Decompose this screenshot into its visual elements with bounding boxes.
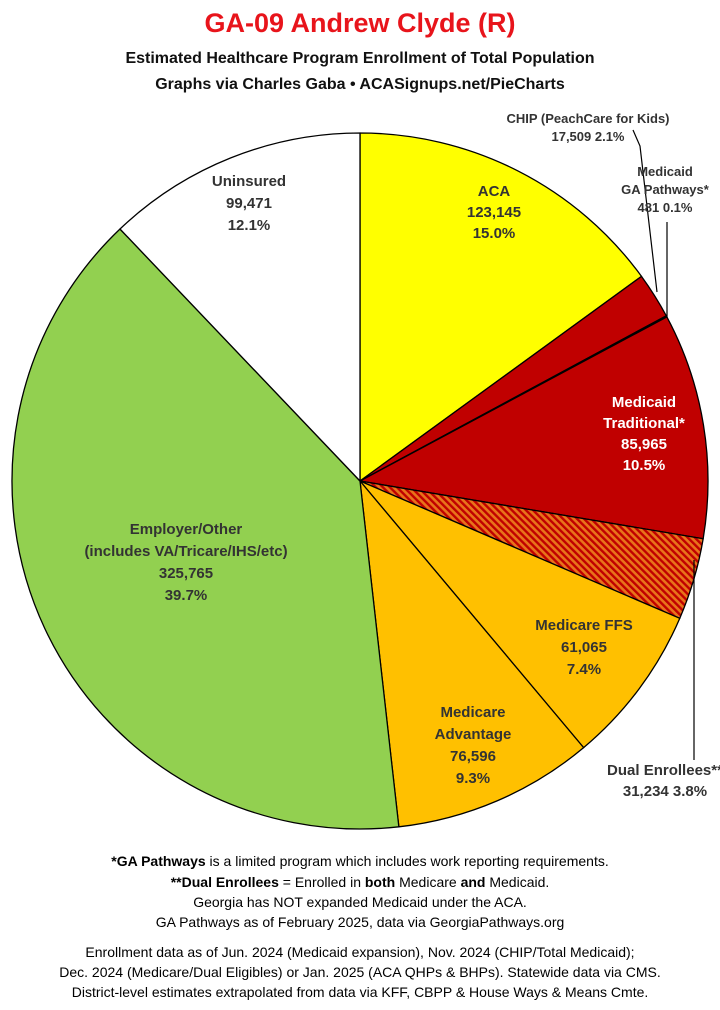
footnote-data-sources: Dec. 2024 (Medicare/Dual Eligibles) or J… [59, 964, 661, 980]
footnote-pathways-source: GA Pathways as of February 2025, data vi… [155, 914, 565, 930]
chart-subtitle: Estimated Healthcare Program Enrollment … [125, 50, 595, 67]
slice-label-medicare-advantage: Medicare Advantage 76,596 9.3% [435, 704, 512, 787]
pie-slice-medicaid-traditional [359, 316, 709, 540]
pie-slice-aca [359, 132, 643, 482]
slice-label-chip-peachcare-for-kids: CHIP (PeachCare for Kids) 17,509 2.1% [506, 111, 669, 144]
footnote-dual: **Dual Enrollees = Enrolled in both Medi… [170, 874, 550, 890]
pie-slice-medicare-ffs [359, 480, 681, 749]
slice-label-medicare-ffs: Medicare FFS 61,065 7.4% [535, 617, 633, 678]
pie-slice-uninsured [119, 132, 361, 482]
footnote-expansion: Georgia has NOT expanded Medicaid under … [193, 894, 527, 910]
chart-title: GA-09 Andrew Clyde (R) [204, 8, 516, 38]
footnote-methodology: District-level estimates extrapolated fr… [71, 984, 649, 1000]
slice-label-employer-other-includes-va-tricare-ihs-etc: Employer/Other (includes VA/Tricare/IHS/e… [84, 521, 287, 604]
footnote-data-dates: Enrollment data as of Jun. 2024 (Medicai… [85, 944, 635, 960]
slice-label-aca: ACA 123,145 15.0% [467, 183, 521, 242]
footnote-pathways: *GA Pathways is a limited program which … [111, 853, 609, 869]
slice-label-uninsured: Uninsured 99,471 12.1% [212, 173, 286, 234]
pie-slice-medicare-advantage [359, 480, 585, 828]
pie-slice-employer-other-includes-va-tricare-ihs-etc [11, 228, 400, 830]
leader-line-chip-peachcare-for-kids [632, 129, 658, 293]
slice-label-dual-enrollees: Dual Enrollees** 31,234 3.8% [607, 762, 720, 800]
slice-label-medicaid-ga-pathways: Medicaid GA Pathways* 481 0.1% [621, 164, 710, 215]
chart-credit: Graphs via Charles Gaba • ACASignups.net… [155, 76, 565, 93]
slice-label-medicaid-traditional: Medicaid Traditional* 85,965 10.5% [603, 394, 685, 474]
